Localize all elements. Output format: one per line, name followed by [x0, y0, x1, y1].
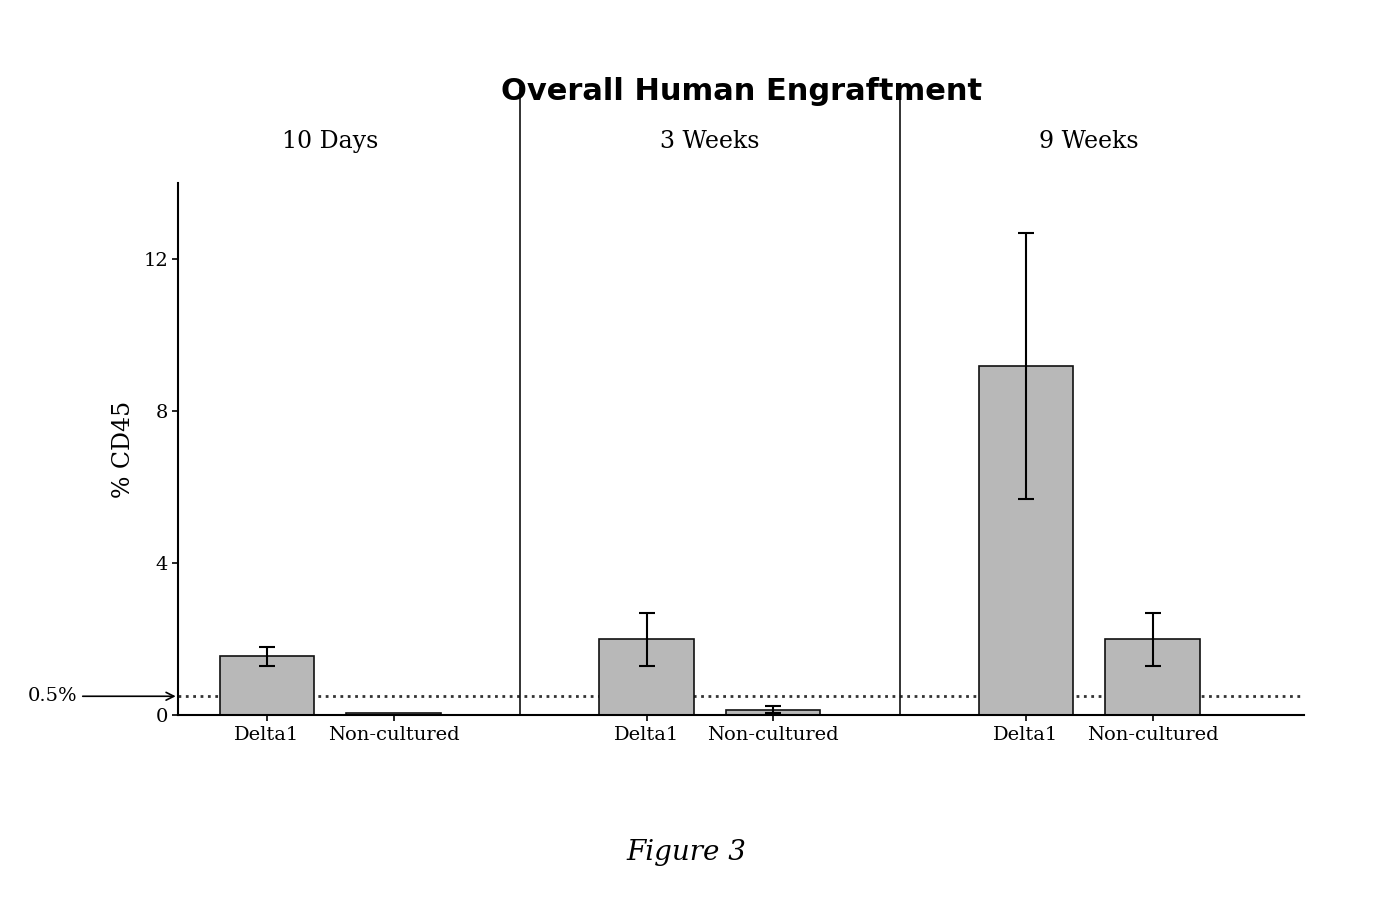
- Bar: [346, 713, 441, 715]
- Title: Overall Human Engraftment: Overall Human Engraftment: [501, 77, 982, 106]
- Y-axis label: % CD45: % CD45: [113, 401, 135, 498]
- Text: 0.5%: 0.5%: [27, 687, 174, 705]
- Text: 10 Days: 10 Days: [281, 130, 379, 153]
- Text: Figure 3: Figure 3: [626, 839, 747, 867]
- Text: 3 Weeks: 3 Weeks: [660, 130, 759, 153]
- Bar: [979, 366, 1074, 715]
- Bar: [1105, 639, 1200, 715]
- Bar: [599, 639, 693, 715]
- Bar: [220, 657, 314, 715]
- Text: 9 Weeks: 9 Weeks: [1039, 130, 1140, 153]
- Bar: [725, 710, 821, 715]
